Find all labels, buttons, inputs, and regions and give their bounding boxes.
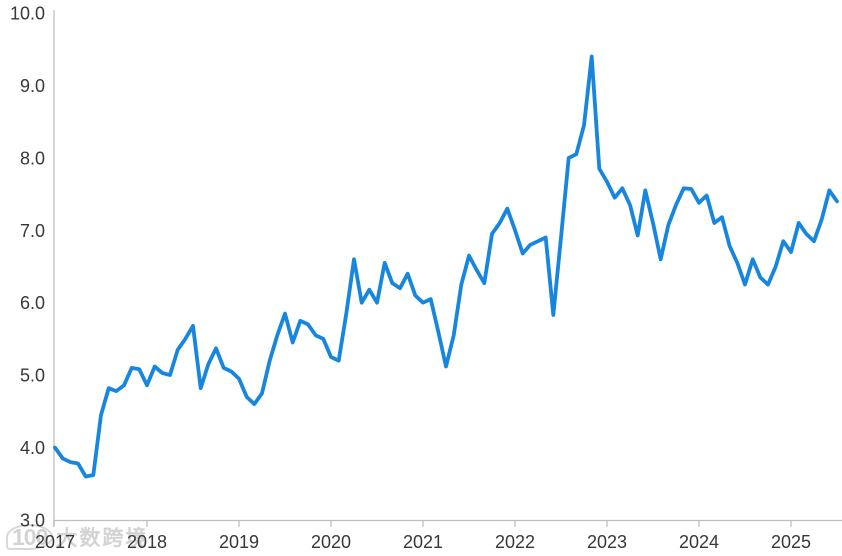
x-axis-tick-label: 2018 [127,532,167,552]
y-axis-tick-label: 10.0 [10,4,45,24]
y-axis-tick-label: 5.0 [20,366,45,386]
watermark: 100 大数跨境 [6,522,148,552]
watermark-brand-text: 大数跨境 [56,527,149,550]
x-axis-tick-label: 2022 [495,532,535,552]
x-axis-tick-label: 2024 [679,532,719,552]
x-axis-tick-label: 2019 [219,532,259,552]
y-axis-tick-label: 4.0 [20,438,45,458]
y-axis-tick-label: 9.0 [20,76,45,96]
y-axis-tick-label: 8.0 [20,148,45,168]
x-axis-tick-label: 2020 [311,532,351,552]
watermark-logo: 100 [6,524,54,550]
data-series-line [53,54,839,479]
y-axis-tick-label: 6.0 [20,293,45,313]
x-axis-tick-label: 2023 [587,532,627,552]
x-axis-tick-label: 2017 [35,532,75,552]
y-axis-tick-label: 7.0 [20,221,45,241]
x-axis-tick-label: 2021 [403,532,443,552]
x-axis-tick-label: 2025 [771,532,811,552]
y-axis-tick-label: 3.0 [20,511,45,531]
